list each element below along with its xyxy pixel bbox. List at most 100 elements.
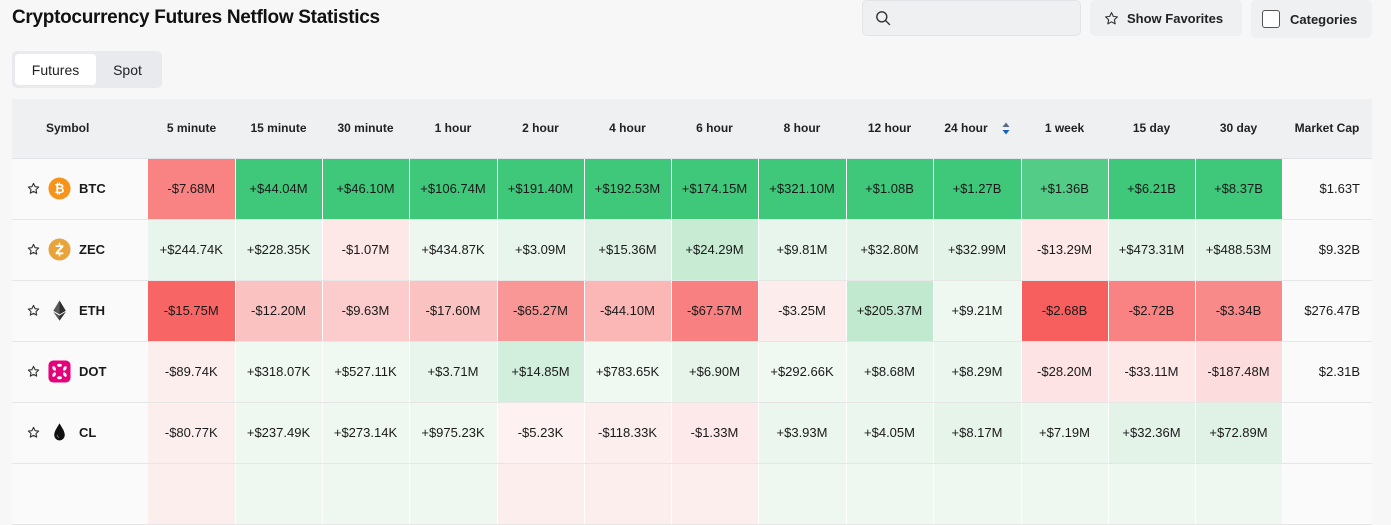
search-input[interactable] xyxy=(899,7,1073,31)
col-header-market-cap[interactable]: Market Cap xyxy=(1282,99,1372,159)
tab-spot[interactable]: Spot xyxy=(113,61,142,78)
col-header-30d[interactable]: 30 day xyxy=(1195,99,1282,159)
symbol-wrapper: ETH xyxy=(27,299,148,322)
symbol-cell: ZEC xyxy=(12,219,148,281)
symbol-ticker[interactable]: DOT xyxy=(79,364,107,379)
symbol-wrapper: DOT xyxy=(27,360,148,383)
netflow-cell: -$28.20M xyxy=(1021,341,1109,403)
col-header-4h[interactable]: 4 hour xyxy=(584,99,671,159)
netflow-cell: +$191.40M xyxy=(497,158,585,220)
netflow-cell: +$15.36M xyxy=(584,219,672,281)
netflow-cell: +$32.36M xyxy=(1108,402,1196,464)
favorite-star-icon[interactable] xyxy=(27,243,40,256)
col-header-1w[interactable]: 1 week xyxy=(1021,99,1108,159)
col-header-24h[interactable]: 24 hour xyxy=(933,99,1021,159)
netflow-cell: +$9.21M xyxy=(933,280,1022,342)
netflow-cell: +$228.35K xyxy=(235,219,323,281)
netflow-cell: -$9.63M xyxy=(322,280,410,342)
table-row[interactable]: CL -$80.77K +$237.49K +$273.14K +$975.23K -$5… xyxy=(12,402,1372,464)
netflow-cell xyxy=(235,463,323,525)
netflow-cell: -$17.60M xyxy=(409,280,498,342)
netflow-cell: +$6.21B xyxy=(1108,158,1196,220)
netflow-cell: -$1.33M xyxy=(671,402,759,464)
netflow-cell xyxy=(1021,463,1109,525)
table-row[interactable] xyxy=(12,463,1372,525)
symbol-ticker[interactable]: ETH xyxy=(79,303,105,318)
netflow-cell: +$8.37B xyxy=(1195,158,1283,220)
page-title: Cryptocurrency Futures Netflow Statistic… xyxy=(12,7,380,28)
netflow-cell: +$3.93M xyxy=(758,402,847,464)
favorite-star-icon[interactable] xyxy=(27,304,40,317)
netflow-cell: +$318.07K xyxy=(235,341,323,403)
col-header-2h[interactable]: 2 hour xyxy=(497,99,584,159)
favorite-star-icon[interactable] xyxy=(27,365,40,378)
search-icon xyxy=(876,11,891,26)
favorite-star-icon[interactable] xyxy=(27,182,40,195)
table-row[interactable]: ETH -$15.75M -$12.20M -$9.63M -$17.60M -$65.2… xyxy=(12,280,1372,342)
symbol-cell: CL xyxy=(12,402,148,464)
netflow-cell: +$8.29M xyxy=(933,341,1022,403)
col-header-symbol[interactable]: Symbol xyxy=(12,99,148,159)
table-row[interactable]: ZEC +$244.74K +$228.35K -$1.07M +$434.87K +$3… xyxy=(12,219,1372,281)
symbol-wrapper: ₿ BTC xyxy=(27,177,148,200)
netflow-cell: +$273.14K xyxy=(322,402,410,464)
netflow-cell: +$488.53M xyxy=(1195,219,1283,281)
show-favorites-button[interactable]: Show Favorites xyxy=(1090,0,1242,36)
col-header-1h[interactable]: 1 hour xyxy=(409,99,497,159)
favorite-star-icon[interactable] xyxy=(27,426,40,439)
netflow-cell xyxy=(671,463,759,525)
search-box[interactable] xyxy=(862,0,1081,36)
sort-icon[interactable] xyxy=(1002,122,1010,135)
categories-button[interactable]: Categories xyxy=(1251,0,1372,38)
netflow-cell: +$8.17M xyxy=(933,402,1022,464)
market-cap-cell: $276.47B xyxy=(1282,280,1372,342)
netflow-cell: +$434.87K xyxy=(409,219,498,281)
categories-checkbox[interactable] xyxy=(1262,10,1280,28)
symbol-ticker[interactable]: BTC xyxy=(79,181,106,196)
netflow-table-container: Symbol 5 minute 15 minute 30 minute 1 ho… xyxy=(12,99,1372,525)
netflow-cell: +$7.19M xyxy=(1021,402,1109,464)
col-header-30m[interactable]: 30 minute xyxy=(322,99,409,159)
netflow-cell xyxy=(322,463,410,525)
netflow-cell xyxy=(148,463,236,525)
symbol-ticker[interactable]: ZEC xyxy=(79,242,105,257)
market-cap-cell: $2.31B xyxy=(1282,341,1372,403)
netflow-cell: +$783.65K xyxy=(584,341,672,403)
ethereum-icon xyxy=(48,299,71,322)
table-row[interactable]: DOT -$89.74K +$318.07K +$527.11K +$3.71M +$14… xyxy=(12,341,1372,403)
col-header-15d[interactable]: 15 day xyxy=(1108,99,1195,159)
netflow-cell: -$3.34B xyxy=(1195,280,1283,342)
symbol-cell: DOT xyxy=(12,341,148,403)
netflow-cell: +$14.85M xyxy=(497,341,585,403)
oil-drop-icon xyxy=(48,421,71,444)
col-header-12h[interactable]: 12 hour xyxy=(846,99,933,159)
netflow-cell: +$6.90M xyxy=(671,341,759,403)
col-header-15m[interactable]: 15 minute xyxy=(235,99,322,159)
netflow-cell: -$44.10M xyxy=(584,280,672,342)
netflow-cell: +$975.23K xyxy=(409,402,498,464)
zcash-icon xyxy=(48,238,71,261)
market-type-tabs: Futures Spot xyxy=(12,51,162,88)
netflow-cell: -$33.11M xyxy=(1108,341,1196,403)
netflow-cell: +$8.68M xyxy=(846,341,934,403)
market-cap-cell xyxy=(1282,402,1372,464)
bitcoin-icon: ₿ xyxy=(48,177,71,200)
symbol-ticker[interactable]: CL xyxy=(79,425,97,440)
netflow-cell xyxy=(409,463,498,525)
table-body: ₿ BTC -$7.68M +$44.04M +$46.10M +$106.74M +$19… xyxy=(12,158,1372,525)
netflow-cell: +$24.29M xyxy=(671,219,759,281)
netflow-cell: -$13.29M xyxy=(1021,219,1109,281)
col-header-8h[interactable]: 8 hour xyxy=(758,99,846,159)
netflow-cell: +$44.04M xyxy=(235,158,323,220)
col-header-24h-label: 24 hour xyxy=(944,121,988,136)
col-header-5m[interactable]: 5 minute xyxy=(148,99,235,159)
netflow-cell xyxy=(933,463,1022,525)
netflow-cell xyxy=(758,463,847,525)
netflow-cell: +$192.53M xyxy=(584,158,672,220)
netflow-cell: +$1.36B xyxy=(1021,158,1109,220)
table-row[interactable]: ₿ BTC -$7.68M +$44.04M +$46.10M +$106.74M +$19… xyxy=(12,158,1372,220)
netflow-cell xyxy=(1108,463,1196,525)
tab-futures[interactable]: Futures xyxy=(15,54,96,85)
col-header-6h[interactable]: 6 hour xyxy=(671,99,758,159)
netflow-cell: +$473.31M xyxy=(1108,219,1196,281)
